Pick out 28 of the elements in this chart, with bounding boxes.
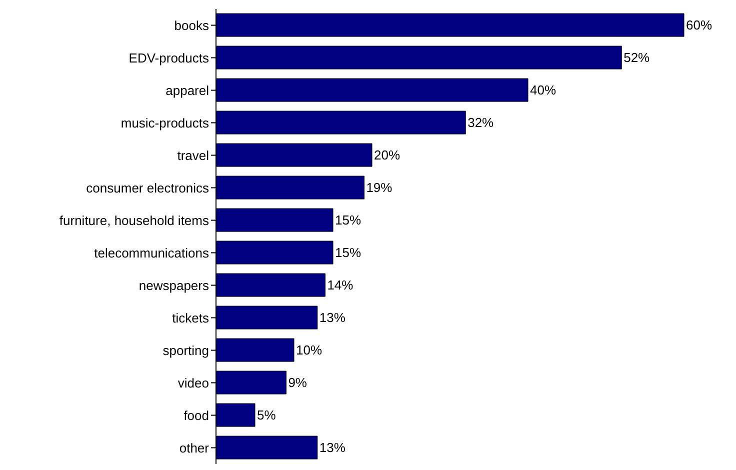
y-tick-label: apparel xyxy=(166,82,210,98)
y-tick-label: video xyxy=(178,375,209,390)
y-tick-label: EDV-products xyxy=(128,50,210,66)
y-tick-label: newspapers xyxy=(138,278,210,293)
data-label: 13% xyxy=(319,440,346,456)
data-label: 10% xyxy=(296,342,322,358)
data-label: 32% xyxy=(468,115,494,130)
y-tick-label: food xyxy=(184,408,209,423)
data-label: 52% xyxy=(624,50,650,66)
y-tick-label: tickets xyxy=(172,310,210,326)
y-tick-label: sporting xyxy=(162,342,209,358)
data-label: 14% xyxy=(327,278,354,293)
y-tick-label: telecommunications xyxy=(94,245,210,260)
data-label: 15% xyxy=(335,212,362,228)
data-label: 20% xyxy=(374,148,400,163)
data-label: 19% xyxy=(366,180,393,196)
y-tick-label: music-products xyxy=(120,115,210,130)
data-label: 13% xyxy=(319,310,346,326)
data-label: 40% xyxy=(530,82,556,98)
y-tick-label: travel xyxy=(177,148,210,163)
data-label: 15% xyxy=(335,245,362,260)
data-label: 60% xyxy=(686,18,712,33)
data-label: 5% xyxy=(257,408,276,423)
y-tick-label: other xyxy=(179,440,210,456)
y-tick-label: consumer electronics xyxy=(86,180,210,196)
y-tick-label: books xyxy=(174,18,210,33)
y-tick-label: furniture, household items xyxy=(59,212,210,228)
data-label: 9% xyxy=(288,375,308,390)
